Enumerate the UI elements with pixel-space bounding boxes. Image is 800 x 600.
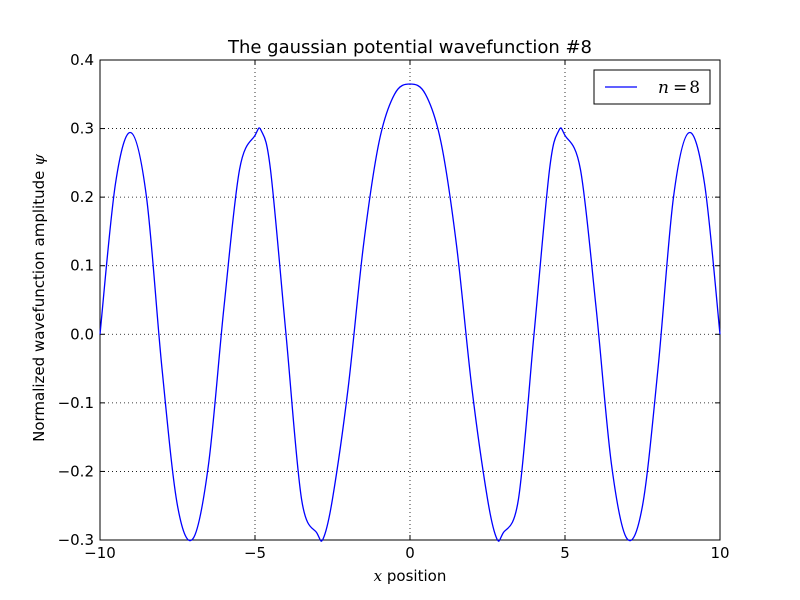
- y-axis-label-math: ψ: [30, 154, 48, 166]
- series-line: [99, 83, 721, 542]
- legend-label-eq: =: [673, 78, 687, 98]
- y-axis-label-text: Normalized wavefunction amplitude: [30, 166, 48, 442]
- x-tick-label: 0: [405, 544, 415, 562]
- chart-title: The gaussian potential wavefunction #8: [227, 37, 592, 58]
- legend: n = 8: [593, 69, 711, 105]
- x-tick-label: −5: [244, 544, 266, 562]
- series-layer: [99, 83, 721, 542]
- x-tick-label: 10: [710, 544, 729, 562]
- axis-ticks: −10 −5 0 5 10 −0.3 −0.2 −0.1 0.0 0.1 0.2 0.3 0.4: [58, 51, 730, 562]
- y-tick-label: 0.3: [70, 120, 94, 138]
- y-tick-label: −0.2: [58, 462, 94, 480]
- grid-lines: [100, 60, 720, 540]
- y-tick-label: −0.1: [58, 394, 94, 412]
- x-axis-label-math: x: [374, 567, 383, 585]
- y-tick-label: 0.2: [70, 188, 94, 206]
- legend-label-num: 8: [689, 78, 700, 98]
- y-tick-label: 0.0: [70, 325, 94, 343]
- x-tick-label: 5: [560, 544, 570, 562]
- legend-label-var: n: [658, 78, 669, 98]
- x-axis-label: x position: [374, 567, 447, 585]
- y-axis-label: Normalized wavefunction amplitude ψ: [30, 154, 48, 442]
- x-tick-label: −10: [84, 544, 116, 562]
- x-axis-label-text: position: [382, 567, 446, 585]
- y-tick-label: 0.4: [70, 51, 94, 69]
- y-tick-label: 0.1: [70, 257, 94, 275]
- legend-label: n = 8: [658, 78, 700, 98]
- y-tick-label: −0.3: [58, 531, 94, 549]
